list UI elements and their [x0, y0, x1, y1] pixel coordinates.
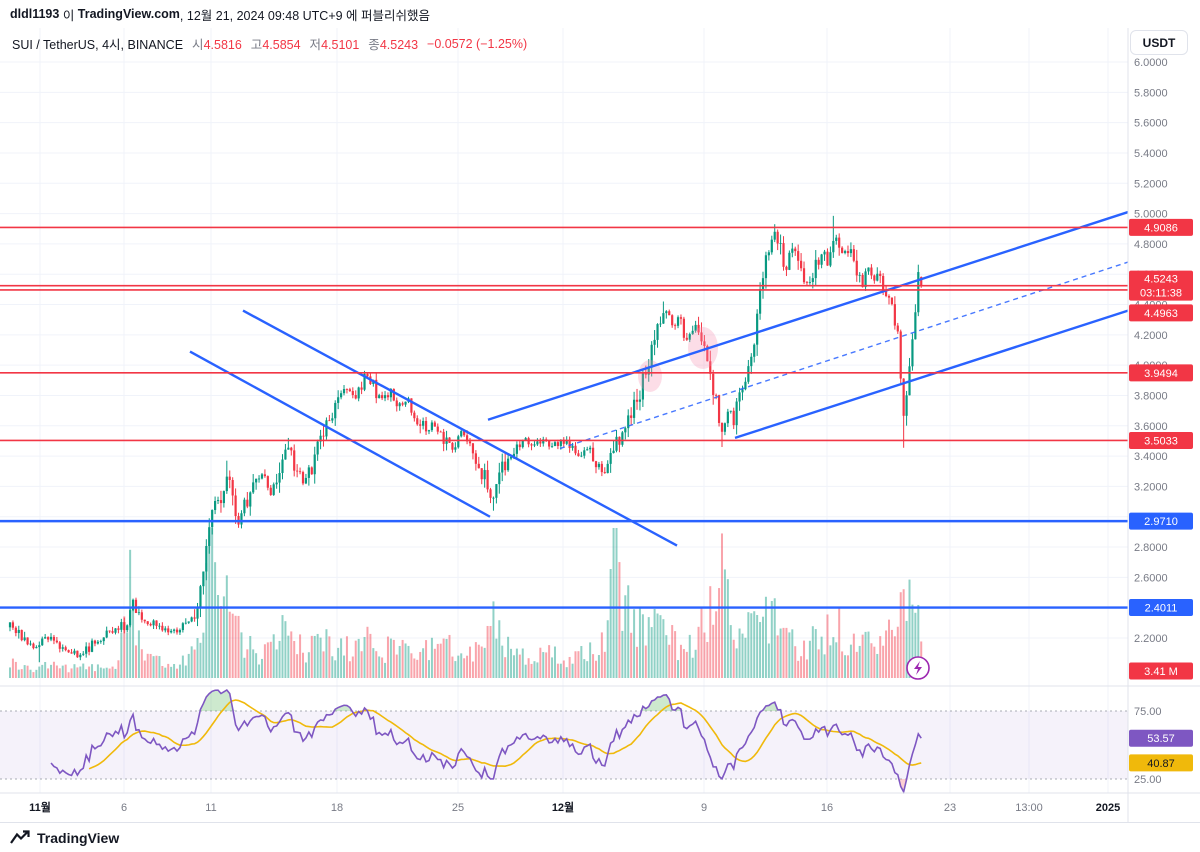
svg-text:5.6000: 5.6000	[1134, 118, 1168, 130]
svg-text:6: 6	[121, 802, 127, 814]
candles-layer	[8, 215, 923, 663]
svg-text:25: 25	[452, 802, 464, 814]
trendlines-layer[interactable]	[189, 210, 1129, 547]
flash-icon[interactable]	[906, 656, 930, 680]
symbol-legend: SUI / TetherUS, 4시, BINANCE 시4.5816 고4.5…	[12, 34, 527, 53]
tradingview-wordmark[interactable]: TradingView	[37, 829, 120, 846]
svg-text:53.57: 53.57	[1147, 733, 1175, 745]
publish-timestamp: , 12월 21, 2024 09:48 UTC+9 에 퍼블리쉬했음	[179, 8, 431, 23]
svg-text:3.41 M: 3.41 M	[1144, 666, 1178, 678]
price-axis[interactable]: 6.0000 5.8000 5.6000 5.4000 5.2000 5.0000 4.80…	[0, 28, 1200, 822]
svg-text:5.8000: 5.8000	[1134, 87, 1168, 99]
volume-badge: 3.41 M	[1129, 662, 1193, 680]
publish-bar: dldl1193 이 TradingView.com, 12월 21, 2024…	[0, 0, 1200, 28]
grid-layer	[0, 28, 1128, 793]
svg-text:3.9494: 3.9494	[1144, 368, 1178, 380]
level-badge-3.5033: 3.5033	[1129, 431, 1193, 449]
ascending-channel-upper	[487, 210, 1129, 421]
svg-text:03:11:38: 03:11:38	[1140, 288, 1182, 300]
level-badge-2.9710: 2.9710	[1129, 512, 1193, 530]
levels-layer[interactable]	[0, 226, 1128, 609]
svg-text:18: 18	[331, 802, 343, 814]
ascending-channel-lower	[734, 309, 1129, 440]
ohlc-low: 저4.5101	[309, 38, 360, 52]
svg-text:4.9086: 4.9086	[1144, 222, 1178, 234]
svg-text:4.4963: 4.4963	[1144, 308, 1178, 320]
svg-text:9: 9	[701, 802, 707, 814]
publisher-username[interactable]: dldl1193	[10, 7, 60, 21]
svg-text:2.9710: 2.9710	[1144, 516, 1178, 528]
time-axis[interactable]: 11월 6 11 18 25 12월 9 16 23 13:00 2025	[29, 800, 1120, 814]
svg-text:3.6000: 3.6000	[1134, 421, 1168, 433]
svg-text:75.00: 75.00	[1134, 706, 1162, 718]
current-price-badge: 4.5243 03:11:38	[1129, 270, 1193, 301]
rsi-ma-badge: 40.87	[1129, 754, 1193, 772]
svg-text:2.8000: 2.8000	[1134, 542, 1168, 554]
volume-layer	[9, 528, 923, 678]
ohlc-close: 종4.5243	[368, 38, 419, 52]
svg-text:2.6000: 2.6000	[1134, 572, 1168, 584]
currency-toggle-button[interactable]: USDT	[1130, 30, 1188, 55]
svg-text:5.0000: 5.0000	[1134, 209, 1168, 221]
svg-text:16: 16	[821, 802, 833, 814]
level-badge-2.4011: 2.4011	[1129, 599, 1193, 617]
symbol-title[interactable]: SUI / TetherUS, 4시, BINANCE	[12, 38, 184, 52]
descending-channel-upper	[242, 309, 678, 547]
ohlc-high: 고4.5854	[250, 38, 301, 52]
rsi-line	[50, 688, 922, 795]
svg-text:5.2000: 5.2000	[1134, 178, 1168, 190]
svg-text:2.4011: 2.4011	[1145, 603, 1178, 615]
ohlc-open: 시4.5816	[192, 38, 242, 52]
descending-channel-lower	[189, 350, 491, 518]
publish-site-link[interactable]: TradingView.com	[77, 7, 180, 21]
svg-text:13:00: 13:00	[1015, 802, 1043, 814]
price-change: −0.0572 (−1.25%)	[427, 36, 528, 51]
rsi-layer	[0, 688, 1128, 795]
highlight-annotations	[638, 327, 718, 392]
svg-text:23: 23	[944, 802, 956, 814]
svg-text:25.00: 25.00	[1134, 774, 1162, 786]
bottom-toolbar: TradingView	[0, 822, 1200, 852]
svg-text:3.5033: 3.5033	[1144, 435, 1178, 447]
svg-text:5.4000: 5.4000	[1134, 148, 1168, 160]
svg-text:4.8000: 4.8000	[1134, 239, 1168, 251]
ascending-channel-mid	[559, 261, 1129, 450]
svg-text:3.8000: 3.8000	[1134, 390, 1168, 402]
svg-text:12월: 12월	[552, 800, 574, 814]
svg-text:40.87: 40.87	[1147, 758, 1175, 770]
svg-text:3.4000: 3.4000	[1134, 451, 1168, 463]
svg-text:4.2000: 4.2000	[1134, 330, 1168, 342]
level-badge-4.4963: 4.4963	[1129, 304, 1193, 322]
svg-text:2025: 2025	[1096, 802, 1120, 814]
level-badge-3.9494: 3.9494	[1129, 364, 1193, 382]
svg-text:2.2000: 2.2000	[1134, 633, 1168, 645]
level-badge-4.9086: 4.9086	[1129, 218, 1193, 236]
rsi-value-badge: 53.57	[1129, 729, 1193, 747]
svg-text:11월: 11월	[29, 800, 51, 814]
svg-text:11: 11	[205, 802, 216, 814]
svg-text:6.0000: 6.0000	[1134, 57, 1168, 69]
svg-text:4.5243: 4.5243	[1144, 274, 1178, 286]
tradingview-logo-icon[interactable]	[10, 830, 30, 845]
svg-text:3.2000: 3.2000	[1134, 481, 1168, 493]
publish-particle: 이	[59, 8, 78, 23]
